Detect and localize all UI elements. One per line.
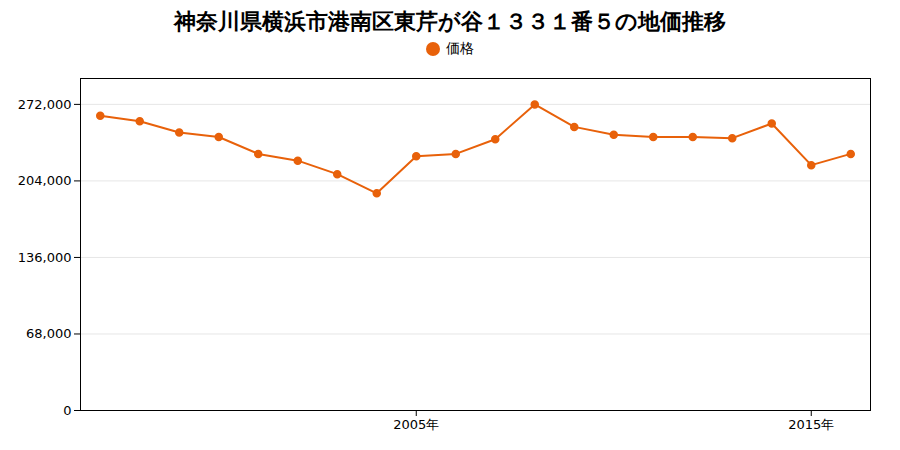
svg-text:0: 0 [63, 403, 71, 418]
svg-text:136,000: 136,000 [18, 250, 72, 265]
html-text:神奈川県横浜市港南区東芹が谷１３３１番５の地価推移: 神奈川県横浜市港南区東芹が谷１３３１番５の地価推移 [174, 9, 726, 34]
svg-text:204,000: 204,000 [18, 173, 72, 188]
svg-text:2015年: 2015年 [788, 417, 834, 432]
html-text:価格: 価格 [446, 40, 474, 56]
svg-text:272,000: 272,000 [18, 97, 72, 112]
svg-text:68,000: 68,000 [26, 326, 72, 341]
svg-text:2005年: 2005年 [393, 417, 439, 432]
